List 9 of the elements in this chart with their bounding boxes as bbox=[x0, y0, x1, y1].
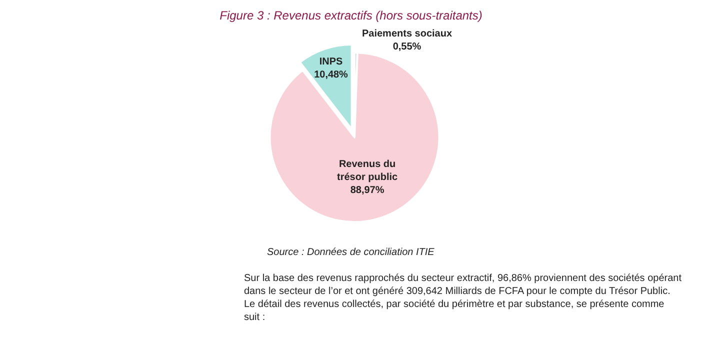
text: Sur la base des revenus rapprochés du secteur extractif, 96,86% proviennent des sociétés opérant dans le secteur de l’or et ont généré 309,642 Milliards de FCFA pour le compte du Trésor Public. Le détail des revenus collectés, par société du périmètre et par substance, se présente comme suit : bbox=[244, 273, 682, 323]
source-note: Source : Données de conciliation ITIE bbox=[267, 247, 435, 258]
data-label: 10,48% bbox=[314, 70, 348, 81]
slice-label: INPS bbox=[319, 56, 343, 68]
slice-label: Revenus du trésor public bbox=[337, 159, 398, 184]
data-label: 88,97% bbox=[350, 185, 384, 196]
chart-title: Figure 3 : Revenus extractifs (hors sous-traitants) bbox=[220, 8, 482, 22]
data-label: 0,55% bbox=[392, 42, 422, 53]
slice-label: Paiements sociaux bbox=[362, 28, 452, 40]
